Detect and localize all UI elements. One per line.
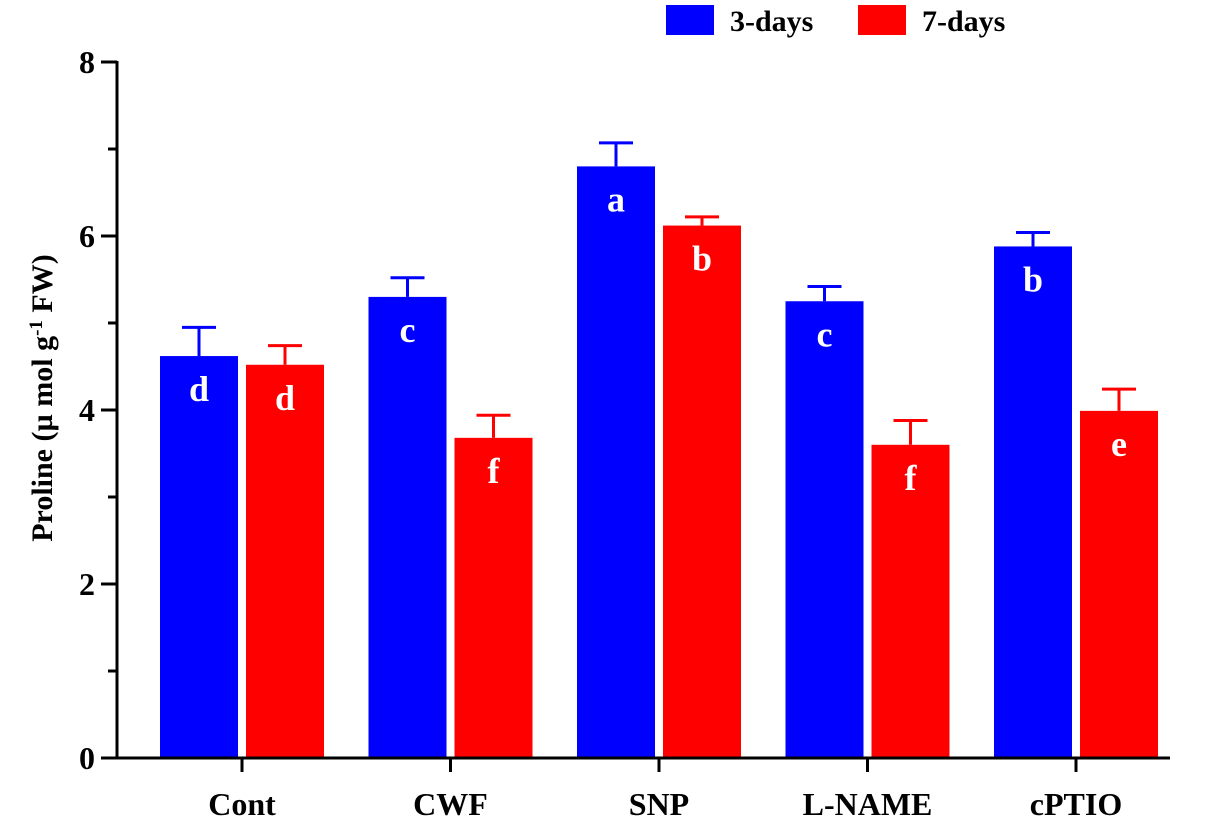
bar-1-cont (160, 356, 238, 758)
significance-letter-1-cont: d (189, 369, 209, 409)
y-axis-title-unit: FW) (26, 254, 59, 320)
legend-swatch-series-2 (858, 5, 906, 35)
bar-1-cptio (994, 246, 1072, 758)
significance-letter-2-snp: b (692, 239, 712, 279)
significance-letter-1-cwf: c (400, 310, 416, 350)
legend-label-series-1: 3-days (730, 5, 813, 38)
y-axis-title-superscript: -1 (26, 320, 47, 336)
y-tick-label: 6 (79, 218, 95, 254)
legend: 3-days 7-days (666, 5, 1005, 38)
bar-2-cwf (454, 437, 533, 758)
bar-2-cont (246, 364, 324, 758)
x-tick-label: cPTIO (1030, 786, 1122, 822)
bar-1-snp (577, 166, 655, 758)
bar-1-cwf (368, 296, 447, 758)
plot-area: d c a c b d f b f e (160, 141, 1158, 758)
significance-letter-1-snp: a (607, 179, 625, 219)
x-tick-label: Cont (208, 786, 276, 822)
significance-letter-2-cont: d (275, 378, 295, 418)
bar-1-l-name (785, 301, 864, 758)
x-tick-label: L-NAME (803, 786, 933, 822)
y-tick-label: 2 (79, 566, 95, 602)
axes: 0 2 4 6 8 Cont CWF SNP L-NAME cPTIO (79, 44, 1170, 822)
significance-letter-1-cptio: b (1023, 259, 1043, 299)
y-axis-title-main: Proline (µ mol g (26, 336, 59, 542)
y-axis-title: Proline (µ mol g-1 FW) (26, 254, 60, 542)
legend-swatch-series-1 (666, 5, 714, 35)
y-tick-label: 8 (79, 44, 95, 80)
bar-2-l-name (871, 444, 950, 758)
legend-label-series-2: 7-days (922, 5, 1005, 38)
significance-letter-1-l-name: c (817, 314, 833, 354)
bar-2-cptio (1080, 410, 1158, 758)
bar-2-snp (663, 225, 741, 758)
y-tick-label: 0 (79, 740, 95, 776)
significance-letter-2-l-name: f (905, 458, 918, 498)
y-tick-label: 4 (79, 392, 95, 428)
x-tick-label: CWF (413, 786, 488, 822)
significance-letter-2-cptio: e (1111, 424, 1127, 464)
x-tick-label: SNP (629, 786, 689, 822)
svg-text:Proline (µ mol g-1 FW): Proline (µ mol g-1 FW) (26, 254, 60, 542)
significance-letter-2-cwf: f (488, 451, 501, 491)
